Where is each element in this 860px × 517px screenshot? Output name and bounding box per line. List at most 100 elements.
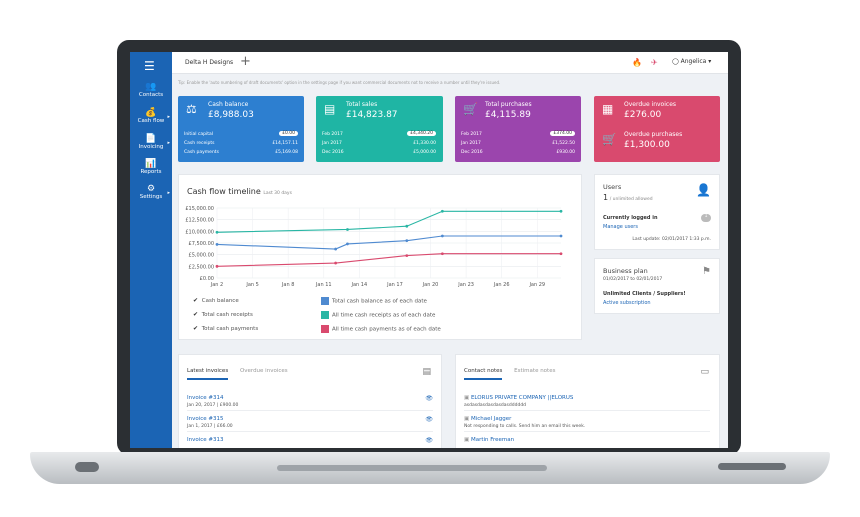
row-label: Feb 2017 xyxy=(322,132,343,137)
legend-swatch xyxy=(321,311,329,319)
y-tick-label: £5,000.00 xyxy=(189,253,214,259)
list-item[interactable]: ▣ ELORUS PRIVATE COMPANY ||ELORUS asdasda… xyxy=(464,395,710,411)
tab-latest-invoices[interactable]: Latest invoices xyxy=(187,368,229,380)
card-row: Feb 2017 £4,340.20 xyxy=(322,131,436,137)
sidebar-item-label: Cash flow xyxy=(137,118,165,124)
data-point xyxy=(334,247,338,251)
reports-icon: 📊 xyxy=(145,159,157,169)
notification-icon[interactable]: 🔥 xyxy=(632,58,642,67)
card-amount: £4,115.89 xyxy=(485,110,531,120)
card-title: Overdue purchases xyxy=(624,131,683,138)
eye-icon[interactable]: 👁 xyxy=(425,416,433,423)
scale-icon: ⚖ xyxy=(186,102,197,116)
sidebar-item-reports[interactable]: 📊 Reports xyxy=(130,159,172,175)
data-point xyxy=(405,254,409,257)
cash-flow-icon: 💰 xyxy=(145,108,157,118)
eye-icon[interactable]: 👁 xyxy=(425,395,433,402)
check-total-payments[interactable]: ✔ Total cash payments xyxy=(193,325,258,332)
x-tick-label: Jan 20 xyxy=(422,282,439,288)
data-point xyxy=(440,234,444,238)
x-tick-label: Jan 26 xyxy=(493,282,510,288)
data-point xyxy=(215,264,219,268)
item-sub: Not responding to calls. Send him an ema… xyxy=(464,424,586,429)
series-line xyxy=(216,253,561,267)
check-cash-balance[interactable]: ✔ Cash balance xyxy=(193,297,239,304)
card-amount: £8,988.03 xyxy=(208,110,254,120)
data-point xyxy=(559,252,563,256)
list-item[interactable]: ▣ Martin Freeman xyxy=(464,437,710,445)
invoices-panel: Latest invoices Overdue invoices ▤ Invoi… xyxy=(178,354,442,448)
row-label: Cash receipts xyxy=(184,141,215,146)
sidebar-item-invoicing[interactable]: 📄 Invoicing ▸ xyxy=(130,134,172,150)
logo-icon[interactable]: ☰ xyxy=(144,59,155,73)
tab-overdue-invoices[interactable]: Overdue invoices xyxy=(239,368,288,374)
list-item[interactable]: Invoice #315 Jan 1, 2017 | £66.00 👁 xyxy=(187,416,433,432)
contacts-icon: 👥 xyxy=(145,82,157,92)
item-title: Michael Jagger xyxy=(470,416,512,422)
card-amount: £14,823.87 xyxy=(346,110,398,120)
tab-estimate-notes[interactable]: Estimate notes xyxy=(514,368,556,374)
total-purchases-card[interactable]: 🛒 Total purchases £4,115.89 Feb 2017 £374… xyxy=(455,96,581,162)
cart-icon: 🛒 xyxy=(602,132,617,146)
data-point xyxy=(440,209,444,213)
alert-icon[interactable]: ✈ xyxy=(651,58,658,67)
row-label: Cash payments xyxy=(184,150,219,155)
row-value: £4,340.20 xyxy=(407,131,436,136)
data-point xyxy=(334,261,338,265)
data-point xyxy=(440,252,444,256)
sidebar-item-cash-flow[interactable]: 💰 Cash flow ▸ xyxy=(130,108,172,124)
row-value: £1,330.00 xyxy=(413,141,436,146)
legend-swatch xyxy=(321,297,329,305)
list-item[interactable]: Invoice #314 Jan 20, 2017 | £900.00 👁 xyxy=(187,395,433,411)
last-update: Last update: 02/01/2017 1:33 p.m. xyxy=(632,237,711,242)
laptop-port xyxy=(718,463,786,470)
tab-contact-notes[interactable]: Contact notes xyxy=(464,368,503,380)
list-item[interactable]: Invoice #313 👁 xyxy=(187,437,433,445)
item-title: ELORUS PRIVATE COMPANY ||ELORUS xyxy=(470,395,574,401)
card-title: Total purchases xyxy=(485,101,532,108)
row-value: £930.00 xyxy=(556,150,575,155)
cash-balance-card[interactable]: ⚖ Cash balance £8,988.03 Initial capital… xyxy=(178,96,304,162)
plan-title: Business plan xyxy=(603,267,648,275)
item-sub: Jan 20, 2017 | £900.00 xyxy=(187,403,239,408)
user-menu[interactable]: ◯ Angelica ▾ xyxy=(672,58,711,65)
list-item[interactable]: ▣ Michael Jagger Not responding to calls.… xyxy=(464,416,710,432)
company-switcher[interactable]: Delta H Designs xyxy=(185,59,234,66)
total-sales-card[interactable]: ▤ Total sales £14,823.87 Feb 2017 £4,340.… xyxy=(316,96,443,162)
users-allowed: / unlimited allowed xyxy=(609,197,653,202)
x-tick-label: Jan 23 xyxy=(457,282,474,288)
invoicing-icon: 📄 xyxy=(145,134,157,144)
sidebar-item-label: Settings xyxy=(139,194,163,200)
flag-icon: ⚑ xyxy=(702,266,711,277)
eye-icon[interactable]: 👁 xyxy=(425,437,433,444)
data-point xyxy=(405,224,409,228)
card-row: Feb 2017 £374.00 xyxy=(461,131,575,137)
contact-icon: ▣ xyxy=(464,395,471,401)
series-line xyxy=(216,210,561,233)
users-title: Users xyxy=(603,183,622,191)
chevron-right-icon: ▸ xyxy=(167,140,170,146)
sidebar-item-settings[interactable]: ⚙ Settings ▸ xyxy=(130,184,172,200)
item-title: Invoice #314 xyxy=(187,395,224,401)
sidebar-item-contacts[interactable]: 👥 Contacts xyxy=(130,82,172,98)
row-value: £374.00 xyxy=(550,131,575,136)
card-row: Jan 2017 £1,522.50 xyxy=(461,141,575,146)
card-row: Dec 2016 £5,000.00 xyxy=(322,150,436,155)
data-point xyxy=(346,242,349,246)
row-label: Jan 2017 xyxy=(461,141,481,146)
note-icon[interactable]: ▭ xyxy=(700,367,709,377)
check-total-receipts[interactable]: ✔ Total cash receipts xyxy=(193,311,253,318)
invoice-list-icon[interactable]: ▤ xyxy=(422,367,431,377)
x-tick-label: Jan 14 xyxy=(351,282,368,288)
invoices-tabs: Latest invoices Overdue invoices xyxy=(187,368,298,380)
y-tick-label: £7,500.00 xyxy=(189,241,214,247)
gear-icon: ⚙ xyxy=(146,184,156,194)
active-subscription-link[interactable]: Active subscription xyxy=(603,300,651,306)
row-label: Dec 2016 xyxy=(461,150,483,155)
row-value: £5,169.08 xyxy=(275,150,298,155)
card-row: Initial capital £0.00 xyxy=(184,131,298,137)
overdue-card[interactable]: ▦ Overdue invoices £276.00 🛒 Overdue pur… xyxy=(594,96,720,162)
check-icon: ✔ xyxy=(193,311,199,318)
manage-users-link[interactable]: Manage users xyxy=(603,224,638,230)
add-icon[interactable]: + xyxy=(240,54,251,69)
